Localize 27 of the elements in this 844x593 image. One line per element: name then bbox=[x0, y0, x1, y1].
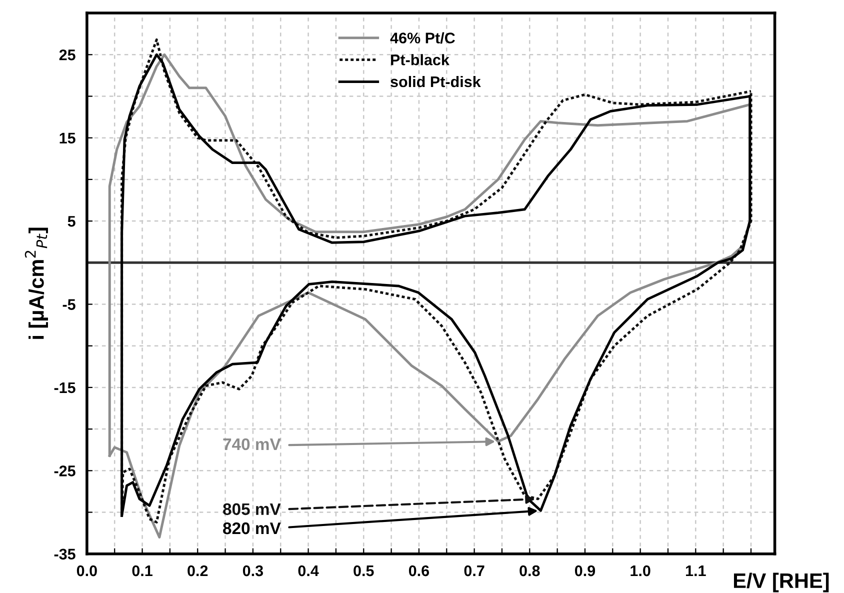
y-tick-label: 15 bbox=[60, 132, 76, 144]
annotation: 805 mV bbox=[223, 503, 281, 516]
legend-label: Pt-black bbox=[391, 54, 450, 66]
y-axis-title: i [µA/cm$^{2}$$_{Pt}$] bbox=[24, 228, 48, 339]
annotation: 820 mV bbox=[223, 522, 281, 534]
x-tick-label: 0.0 bbox=[76, 565, 97, 576]
annotation: 740 mV bbox=[223, 438, 281, 450]
y-tick-label: 5 bbox=[68, 216, 76, 227]
x-tick-label: 1.1 bbox=[686, 566, 706, 576]
x-tick-label: 0.6 bbox=[408, 565, 430, 576]
legend-label: 46% Pt/C bbox=[390, 32, 455, 44]
y-tick-label: -15 bbox=[54, 382, 76, 394]
y-tick-label: -25 bbox=[54, 466, 76, 476]
x-tick-label: 0.5 bbox=[354, 565, 374, 576]
x-tick-label: 0.9 bbox=[574, 565, 596, 576]
x-tick-label: 0.7 bbox=[464, 565, 484, 576]
y-tick-label: 25 bbox=[59, 50, 76, 60]
x-axis-title: E/V [RHE] bbox=[734, 572, 829, 592]
x-tick-label: 0.3 bbox=[242, 565, 264, 576]
x-tick-label: 0.1 bbox=[132, 565, 152, 576]
x-tick-label: 0.2 bbox=[188, 565, 208, 576]
y-tick-label: -5 bbox=[62, 299, 76, 310]
x-tick-label: 1.0 bbox=[630, 565, 650, 576]
x-tick-label: 0.8 bbox=[520, 565, 540, 576]
y-tick-label: -35 bbox=[54, 548, 76, 560]
legend-label: solid Pt-disk bbox=[390, 76, 481, 88]
x-tick-label: 0.4 bbox=[298, 565, 319, 576]
